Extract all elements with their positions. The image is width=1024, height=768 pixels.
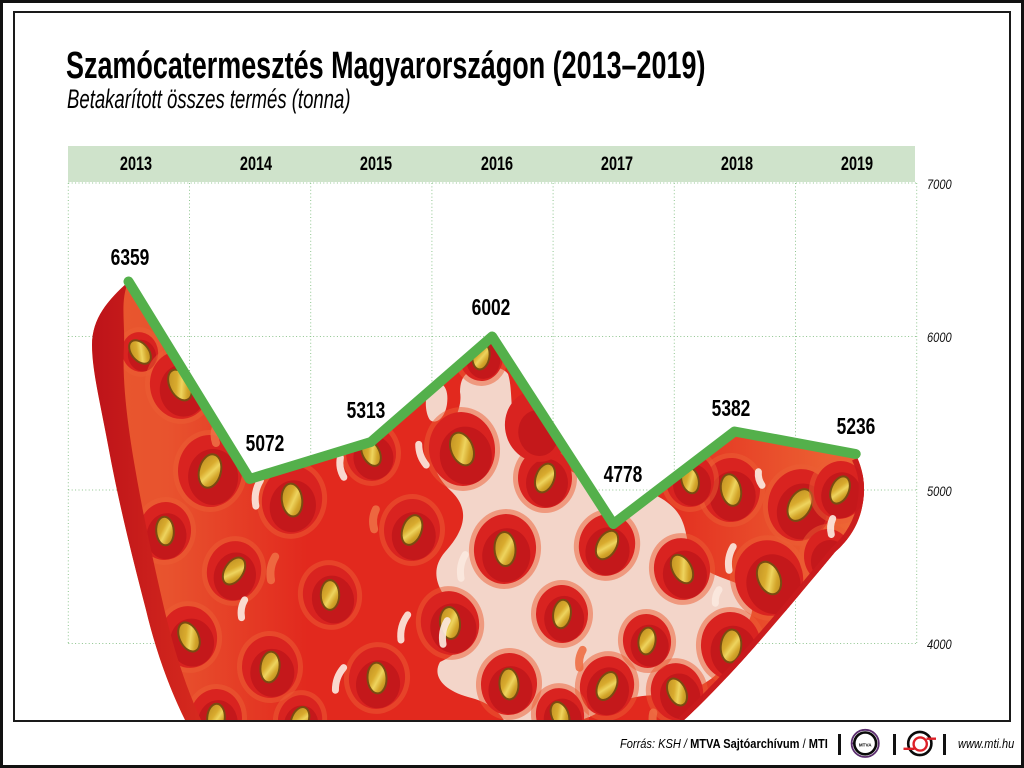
svg-text:MTVA: MTVA <box>859 743 872 748</box>
